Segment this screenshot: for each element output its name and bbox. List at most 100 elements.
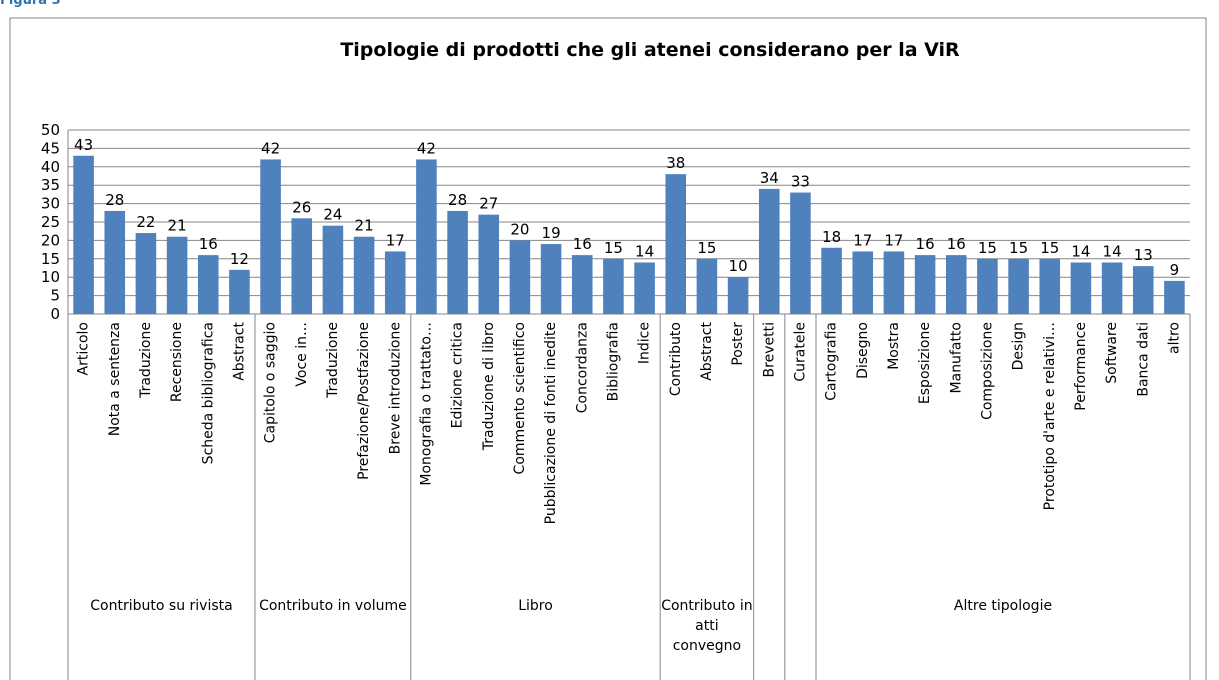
- x-tick-label: Voce in…: [294, 322, 310, 387]
- bar: [540, 244, 562, 314]
- value-label: 16: [573, 235, 592, 253]
- x-tick-label: Pubblicazione di fonti inedite: [543, 322, 559, 524]
- bar: [1132, 266, 1154, 314]
- bar: [1164, 280, 1185, 314]
- bar: [790, 192, 811, 314]
- value-label: 22: [136, 213, 155, 231]
- y-tick-label: 0: [50, 305, 60, 323]
- bar: [478, 214, 500, 314]
- value-label: 27: [479, 195, 498, 213]
- x-tick-label: Monografia o trattato…: [418, 322, 434, 486]
- value-label: 14: [635, 242, 654, 260]
- x-tick-label: Performance: [1073, 322, 1089, 411]
- value-label: 15: [604, 239, 623, 257]
- x-tick-label: Commento scientifico: [512, 322, 528, 474]
- bar: [197, 255, 219, 314]
- y-tick-label: 25: [41, 213, 60, 231]
- x-tick-label: Design: [1011, 322, 1027, 370]
- bar: [1008, 258, 1029, 314]
- value-label: 42: [261, 139, 280, 157]
- group-label-box: Contributo in volume: [259, 598, 407, 614]
- x-tick-label: Poster: [730, 322, 746, 366]
- chart-frame: [9, 17, 1207, 680]
- x-tick-label: altro: [1166, 322, 1182, 354]
- x-tick-label: Mostra: [886, 322, 902, 370]
- group-label: Altre tipologie: [953, 598, 1053, 614]
- value-label: 10: [729, 257, 748, 275]
- y-tick-label: 35: [41, 176, 60, 194]
- x-tick-label: Brevetti: [761, 322, 777, 377]
- y-tick-label: 45: [41, 139, 60, 157]
- group-label-box: Contributo in atti convegno: [661, 598, 753, 654]
- value-label: 33: [791, 173, 810, 191]
- bar: [166, 236, 188, 314]
- bar: [696, 258, 718, 314]
- x-tick-label: Cartografia: [824, 322, 840, 401]
- group-label-box: Contributo su rivista: [90, 598, 233, 614]
- x-tick-label: Prefazione/Postfazione: [356, 322, 372, 480]
- value-label: 21: [168, 217, 187, 235]
- bar: [634, 262, 655, 314]
- chart-title: Tipologie di prodotti che gli atenei con…: [340, 39, 960, 61]
- group-label-box: Altre tipologie: [953, 598, 1053, 614]
- bar: [229, 269, 250, 314]
- group-label-box: Libro: [518, 598, 553, 614]
- y-tick-label: 10: [41, 268, 60, 286]
- bar: [353, 236, 375, 314]
- group-label: Contributo su rivista: [90, 598, 233, 614]
- x-tick-label: Manufatto: [948, 322, 964, 393]
- bar: [603, 258, 624, 314]
- bar: [883, 251, 905, 314]
- bar: [447, 210, 468, 314]
- bar: [571, 255, 593, 314]
- value-label: 26: [292, 198, 311, 216]
- bar: [945, 255, 967, 314]
- value-label: 15: [978, 239, 997, 257]
- value-label: 38: [666, 154, 685, 172]
- value-label: 34: [760, 169, 779, 187]
- value-label: 14: [1071, 242, 1090, 260]
- bar: [384, 251, 406, 314]
- x-tick-label: Scheda bibliografica: [200, 322, 216, 464]
- x-tick-label: Capitolo o saggio: [263, 322, 279, 443]
- x-tick-label: Prototipo d'arte e relativi…: [1042, 322, 1058, 510]
- bar: [852, 251, 874, 314]
- value-label: 43: [74, 136, 93, 154]
- bar: [821, 247, 842, 314]
- value-label: 42: [417, 139, 436, 157]
- group-label: Libro: [518, 598, 553, 614]
- x-tick-label: Traduzione: [138, 322, 154, 399]
- group-label: Contributo in atti convegno: [661, 598, 753, 654]
- value-label: 16: [947, 235, 966, 253]
- bar: [665, 174, 687, 314]
- x-tick-label: Curatele: [792, 322, 808, 382]
- x-tick-label: Nota a sentenza: [107, 322, 123, 436]
- x-tick-label: Abstract: [231, 322, 247, 381]
- x-tick-label: Banca dati: [1135, 322, 1151, 397]
- bar: [727, 277, 749, 314]
- x-tick-label: Breve introduzione: [387, 322, 403, 454]
- bar: [509, 240, 531, 314]
- bar: [104, 210, 126, 314]
- x-tick-label: Concordanza: [574, 322, 590, 413]
- x-tick-label: Esposizione: [917, 322, 933, 404]
- y-tick-label: 5: [50, 287, 60, 305]
- y-tick-label: 30: [41, 195, 60, 213]
- value-label: 19: [542, 224, 561, 242]
- bar: [1070, 262, 1092, 314]
- x-tick-label: Disegno: [855, 322, 871, 379]
- value-label: 28: [448, 191, 467, 209]
- bar: [135, 233, 157, 314]
- value-label: 15: [1009, 239, 1028, 257]
- bar: [914, 255, 936, 314]
- bar: [1039, 258, 1061, 314]
- value-label: 17: [853, 231, 872, 249]
- x-tick-label: Traduzione di libro: [481, 322, 497, 451]
- bar: [322, 225, 344, 314]
- y-tick-label: 20: [41, 231, 60, 249]
- bar: [758, 188, 780, 314]
- bar: [260, 159, 281, 314]
- x-tick-label: Contributo: [668, 322, 684, 396]
